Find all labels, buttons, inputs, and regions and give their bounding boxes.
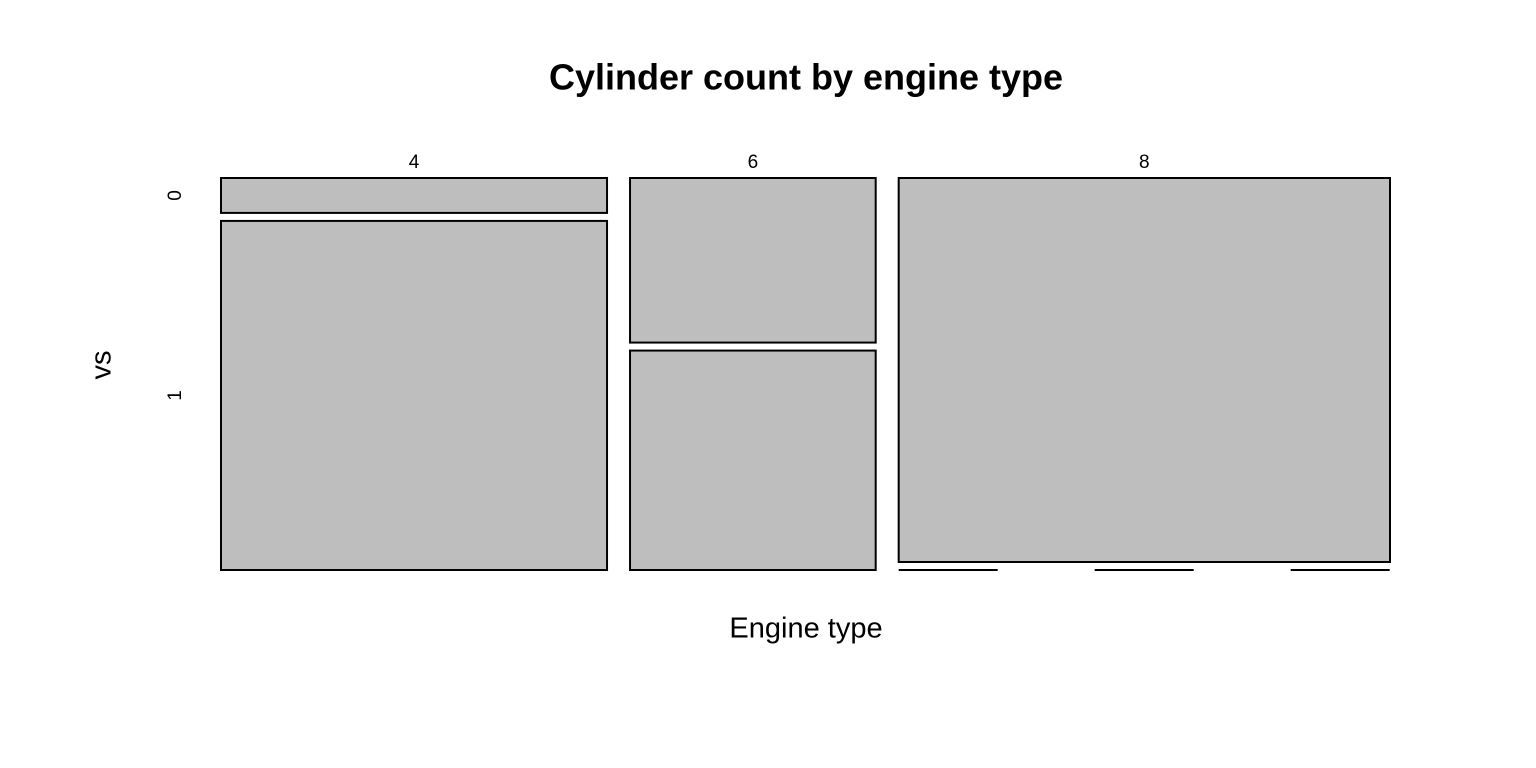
row-label: 0 [165,190,186,201]
row-label: 1 [165,390,186,401]
x-axis-label: Engine type [729,613,882,645]
column-label: 4 [409,152,420,173]
column-label: 8 [1139,152,1150,173]
mosaic-cell [220,219,609,571]
mosaic-cell [897,177,1391,563]
column-label: 6 [748,152,759,173]
y-axis-label: vs [86,351,118,380]
mosaic-cell [629,177,877,344]
chart-title: Cylinder count by engine type [549,57,1063,98]
mosaic-cell [629,349,877,572]
mosaic-cell [220,177,609,214]
